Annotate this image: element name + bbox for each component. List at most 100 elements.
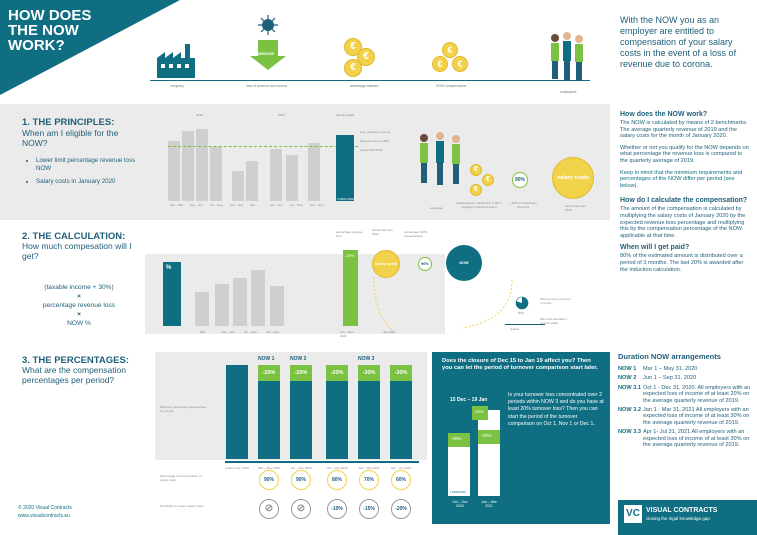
percentages-question: What are the compensation percentages pe… (22, 365, 126, 385)
history-bar (195, 292, 209, 326)
footer-url: www.visualcontracts.eu (18, 513, 70, 519)
coin-icon: € (452, 56, 468, 72)
comp-ring: 90% (291, 470, 311, 490)
sidebar-explanations: How does the NOW work? The NOW is calcul… (620, 111, 750, 278)
coin-icon: € (470, 184, 482, 196)
pct-tag: % (166, 265, 172, 271)
calc-label: employee (430, 206, 444, 210)
bullet: Lower limit percentage revenue loss NOW (36, 157, 140, 173)
quarter-label: Jul – Sep (210, 203, 223, 207)
history-bar (168, 141, 180, 201)
history-bar (233, 278, 247, 326)
month-label: Oct – Dec (266, 330, 280, 334)
duration-value: Apr 1- Jul 31, 2021 All employers with a… (643, 429, 750, 449)
year-label: January 2020 (336, 113, 355, 117)
duration-row: NOW 3.3 Apr 1- Jul 31, 2021 All employers… (618, 429, 752, 448)
calc-top-label: percentage NOW compensation (404, 230, 428, 238)
duration-row: NOW 3.1 Oct 1 - Dec 31, 2020. All employe… (618, 385, 752, 404)
coin-icon: € (432, 56, 448, 72)
row-label: Minimum percentage revenue loss by coron… (160, 405, 206, 413)
formula-times: × (77, 293, 81, 300)
period-bar (226, 365, 248, 459)
flow-line (150, 80, 590, 81)
coin-icon: € (344, 59, 362, 77)
principles-band (0, 104, 610, 220)
coin-icon: € (470, 164, 482, 176)
quarter-label: quarter (510, 327, 520, 331)
dec-loss (448, 433, 470, 447)
period-bar (358, 365, 380, 459)
history-bar (270, 286, 284, 326)
quarter-label: Jan – Mar (170, 203, 184, 207)
legend-item: Lower limit NOW (360, 148, 383, 152)
flow-label-salaries: advantage salaries (350, 84, 379, 88)
benchmark-label: benchmark Jan 2020 (565, 204, 586, 212)
principles-heading: 1. THE PRINCIPLES: (22, 117, 115, 128)
period-bar (390, 365, 412, 459)
pie-note: Paid out over a period of 3 months (540, 297, 571, 305)
reduce-ring: -10% (327, 499, 347, 519)
loss-pct: -20% (345, 253, 355, 258)
duration-key: NOW 3.2 (618, 407, 642, 414)
month-label: Apr – Jun (222, 330, 235, 334)
duration-value: Jun 1 – Sep 31, 2020 (643, 375, 697, 382)
loss-tag: -20% (290, 365, 312, 381)
durations-title: Duration NOW arrangements (618, 352, 721, 361)
now-tag: NOW 2 (290, 356, 307, 362)
formula-times: × (77, 311, 81, 318)
now-tag: NOW 1 (258, 356, 275, 362)
title-triangle (0, 0, 180, 95)
dec-loss (472, 406, 488, 420)
loss-badge: TURNOVER (256, 52, 274, 56)
logo-mark: VC (624, 505, 642, 523)
intro-text: With the NOW you as an employer are enti… (620, 15, 737, 69)
period-label: Mar – May 2020 (258, 466, 280, 470)
reduce-ring: -20% (391, 499, 411, 519)
pct-ring: 90% (418, 257, 432, 271)
loss-tag: -30% (358, 365, 380, 381)
principles-bullets: Lower limit percentage revenue loss NOW … (30, 157, 140, 186)
month-label: Mar (200, 330, 206, 334)
duration-key: NOW 3.1 (618, 384, 642, 391)
durations-panel: Duration NOW arrangements NOW 1 Mar 1 – M… (618, 352, 752, 451)
history-bar (286, 155, 298, 201)
year-label: Jan 2020 (383, 330, 396, 334)
side-text: Whether or not you qualify for the NOW d… (620, 144, 749, 164)
calc-top-label: benchmark Jan 2020 (372, 228, 393, 236)
calculation-question: How much compesation will I get? (22, 241, 132, 261)
reduce-ring: -15% (359, 499, 379, 519)
month-label: Jul – Sep (244, 330, 257, 334)
loss-tag: -20% (326, 365, 348, 381)
side-text: Keep in mind that the minimum requiremen… (620, 169, 743, 189)
logo-name: VISUAL CONTRACTS (646, 507, 718, 514)
comp-ring: 70% (359, 470, 379, 490)
bar-label: TURNOVER (337, 197, 354, 201)
dec-loss (478, 430, 500, 444)
formula-part: NOW % (67, 320, 91, 327)
period-label: quarter avg. 2019 (225, 466, 249, 470)
formula-part: percentage revenue loss (42, 302, 116, 309)
dec-range: 15 Dec – 19 Jan (450, 397, 488, 403)
percentages-heading: 3. THE PERCENTAGES: (22, 355, 129, 366)
history-bar (270, 149, 282, 201)
history-bar (215, 284, 229, 326)
year-label: Oct – Dec 2020 (340, 330, 354, 338)
calc-top-label: percentage revenue loss (336, 230, 363, 238)
legend-item: Avg. quarterly revenue (360, 130, 391, 134)
calc-label: + 30% for contribution premiums (509, 201, 537, 209)
timeline-arrow (225, 461, 419, 463)
now-comp-circle: NOW compensation (446, 245, 482, 301)
employees-icon (551, 32, 583, 81)
history-bar (308, 143, 320, 201)
year-label: 2019 (196, 113, 203, 117)
loss-tag: -30% (390, 365, 412, 381)
lower-limit-line (168, 146, 358, 147)
row-label: Percentage of compensation of salary cos… (160, 474, 202, 482)
comp-ring: 60% (391, 470, 411, 490)
quarter-label: Apr – Jun (190, 203, 203, 207)
quarter-label: Oct – Dec (230, 203, 244, 207)
duration-key: NOW 3.3 (618, 429, 642, 436)
down-arrow-icon (250, 40, 286, 70)
coin-icon: € (357, 48, 375, 66)
factory-icon (157, 44, 195, 78)
